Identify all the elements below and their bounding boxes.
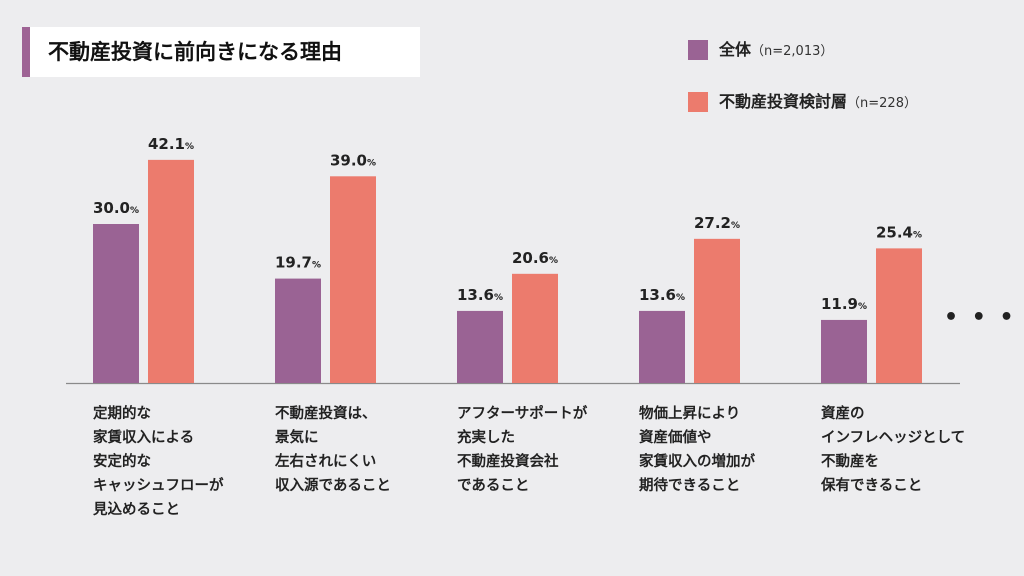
bar-considering-4 xyxy=(876,248,922,383)
data-label-considering-2: 20.6% xyxy=(512,249,558,267)
legend-swatch-all xyxy=(688,40,708,60)
bar-all-1 xyxy=(275,278,321,383)
category-label-2: アフターサポートが 充実した 不動産投資会社 であること xyxy=(457,406,588,494)
bar-considering-0 xyxy=(148,159,194,383)
bar-all-4 xyxy=(821,319,867,383)
category-label-0: 定期的な 家賃収入による 安定的な キャッシュフローが 見込めること xyxy=(93,406,224,518)
more-ellipsis: • • • xyxy=(944,305,1017,330)
bar-considering-2 xyxy=(512,273,558,383)
bar-all-0 xyxy=(93,224,139,383)
data-label-considering-0: 42.1% xyxy=(148,135,194,153)
page-title: 不動産投資に前向きになる理由 xyxy=(48,40,342,64)
legend-label-considering: 不動産投資検討層 xyxy=(719,92,848,111)
data-label-considering-3: 27.2% xyxy=(694,214,740,232)
data-label-all-0: 30.0% xyxy=(93,199,139,217)
data-label-all-3: 13.6% xyxy=(639,286,685,304)
data-label-all-1: 19.7% xyxy=(275,254,321,272)
data-label-all-4: 11.9% xyxy=(821,295,867,313)
legend-swatch-considering xyxy=(688,92,708,112)
bar-all-3 xyxy=(639,310,685,383)
bar-all-2 xyxy=(457,310,503,383)
category-label-4: 資産の インフレヘッジとして 不動産を 保有できること xyxy=(821,406,966,494)
data-label-all-2: 13.6% xyxy=(457,286,503,304)
title-box: 不動産投資に前向きになる理由 xyxy=(22,27,420,77)
legend-n-considering: （n=228） xyxy=(847,96,917,111)
category-label-1: 不動産投資は、 景気に 左右されにくい 収入源であること xyxy=(275,406,391,494)
data-label-considering-1: 39.0% xyxy=(330,151,376,169)
legend-label-all: 全体 xyxy=(719,40,752,59)
legend-n-all: （n=2,013） xyxy=(751,44,834,59)
data-label-considering-4: 25.4% xyxy=(876,223,922,241)
bar-considering-1 xyxy=(330,176,376,383)
title-accent-bar xyxy=(22,27,30,77)
category-label-3: 物価上昇により 資産価値や 家賃収入の増加が 期待できること xyxy=(639,406,755,494)
bar-considering-3 xyxy=(694,238,740,383)
